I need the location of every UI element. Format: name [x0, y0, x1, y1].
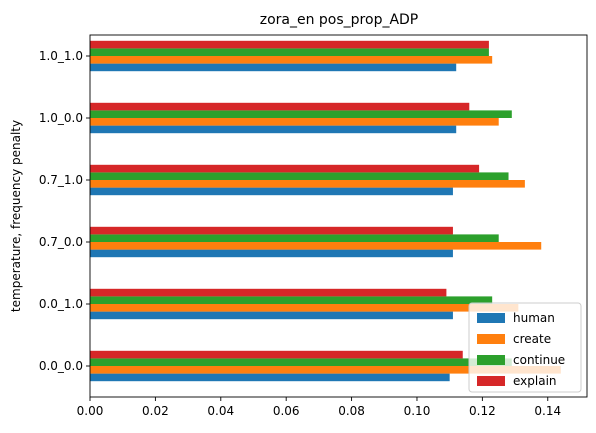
legend-label-explain: explain: [513, 374, 557, 388]
bar-explain-0-7_1-0: [90, 164, 480, 173]
x-tick-label: 0.08: [338, 404, 365, 418]
bar-continue-0-7_0-0: [90, 234, 499, 242]
bar-create-0-0_1-0: [90, 304, 519, 312]
y-axis-label: temperature, frequency penalty: [9, 120, 23, 312]
y-tick-label: 0.0_1.0: [39, 297, 83, 311]
bar-human-1-0_1-0: [90, 63, 457, 72]
bar-continue-1-0_1-0: [90, 48, 489, 56]
bar-explain-0-0_0-0: [90, 350, 463, 359]
bar-human-0-7_0-0: [90, 249, 453, 258]
bar-human-1-0_0-0: [90, 125, 457, 134]
bar-explain-0-0_1-0: [90, 288, 447, 297]
y-tick-label: 1.0_0.0: [39, 111, 83, 125]
x-tick-label: 0.04: [207, 404, 234, 418]
legend-box: [468, 302, 582, 393]
bar-continue-0-0_0-0: [90, 358, 512, 366]
x-tick-label: 0.14: [534, 404, 561, 418]
bar-create-0-7_0-0: [90, 242, 542, 250]
bar-explain-1-0_1-0: [90, 40, 489, 49]
legend-label-continue: continue: [513, 353, 565, 367]
legend-swatch-create: [477, 334, 505, 344]
legend-swatch-human: [477, 313, 505, 323]
y-tick-label: 0.7_1.0: [39, 173, 83, 187]
bar-create-1-0_1-0: [90, 56, 493, 64]
x-tick-label: 0.10: [404, 404, 431, 418]
bar-continue-1-0_0-0: [90, 110, 512, 118]
bar-explain-0-7_0-0: [90, 226, 453, 235]
legend-swatch-explain: [477, 376, 505, 386]
y-tick-label: 0.7_0.0: [39, 235, 83, 249]
y-axis-ticks: 0.0_0.0 0.0_1.0 0.7_0.0 0.7_1.0 1.0_0.0 1.0_1…: [39, 49, 90, 373]
x-tick-label: 0.06: [273, 404, 300, 418]
legend-swatch-continue: [477, 355, 505, 365]
bar-create-0-0_0-0: [90, 366, 561, 374]
bar-create-0-7_1-0: [90, 180, 525, 188]
y-tick-label: 1.0_1.0: [39, 49, 83, 63]
bar-human-0-0_0-0: [90, 373, 450, 382]
legend-label-create: create: [513, 332, 551, 346]
plot-frame: [89, 34, 588, 398]
bar-create-1-0_0-0: [90, 118, 499, 126]
bar-human-0-0_1-0: [90, 311, 453, 320]
chart-title: zora_en pos_prop_ADP: [260, 12, 419, 28]
legend: human create continue explain: [468, 302, 582, 393]
x-tick-label: 0.00: [77, 404, 104, 418]
bar-continue-0-0_1-0: [90, 296, 493, 304]
bar-human-0-7_1-0: [90, 187, 453, 196]
bars-group: [90, 40, 561, 382]
x-axis-ticks: 0.00 0.02 0.04 0.06 0.08 0.10 0.12 0.14: [77, 397, 561, 418]
y-tick-label: 0.0_0.0: [39, 359, 83, 373]
legend-label-human: human: [513, 311, 555, 325]
x-tick-label: 0.02: [142, 404, 169, 418]
bar-explain-1-0_0-0: [90, 102, 470, 111]
bar-continue-0-7_1-0: [90, 172, 509, 180]
x-tick-label: 0.12: [469, 404, 496, 418]
